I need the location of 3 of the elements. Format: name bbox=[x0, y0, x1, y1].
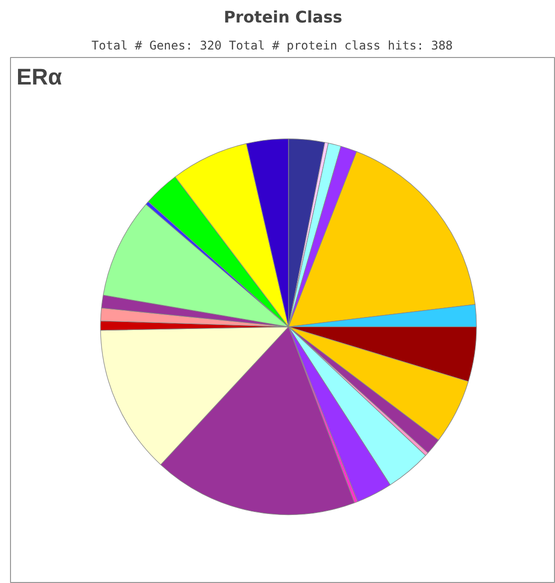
text: ERα bbox=[16, 63, 62, 90]
chart-subtitle: Total # Genes: 320 Total # protein class hits: 388 bbox=[92, 38, 453, 52]
chart-title: Protein Class bbox=[224, 8, 342, 26]
